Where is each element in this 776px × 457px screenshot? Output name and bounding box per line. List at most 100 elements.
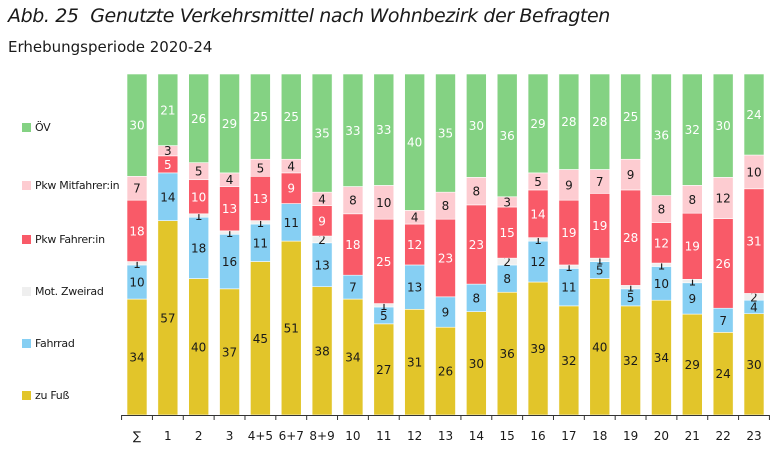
data-label: 31 (407, 356, 422, 370)
data-label: 4 (411, 211, 419, 225)
data-label: 8 (658, 203, 666, 217)
x-tick-label: 22 (716, 429, 731, 443)
data-label: 14 (160, 190, 175, 204)
data-label: 25 (253, 110, 268, 124)
data-label: 51 (284, 322, 299, 336)
data-label: 2 (750, 290, 758, 304)
data-label: 39 (530, 342, 545, 356)
x-tick-label: 13 (438, 429, 453, 443)
data-label: 12 (716, 192, 731, 206)
x-tick-label: 6+7 (279, 429, 304, 443)
data-label: 5 (534, 175, 542, 189)
data-label: 1 (658, 258, 666, 272)
data-label: 1 (195, 209, 203, 223)
bar-segment (681, 73, 703, 186)
data-label: 7 (349, 281, 357, 295)
chart-title: Abb. 25 Genutzte Verkehrsmittel nach Woh… (8, 5, 610, 27)
bar-segment (188, 73, 209, 163)
data-label: 26 (716, 257, 731, 271)
legend-swatch (22, 123, 31, 132)
data-label: 27 (376, 363, 391, 377)
data-label: 1 (257, 216, 265, 230)
data-label: 11 (561, 281, 576, 295)
data-label: 30 (129, 119, 144, 133)
data-label: 4 (318, 192, 326, 206)
data-label: 30 (716, 119, 731, 133)
data-label: 2 (503, 255, 511, 269)
data-label: 8 (473, 185, 481, 199)
bar-stack: 39 12 1 14 5 29 (527, 73, 549, 416)
bar-stack: 57 14 53 21 (157, 73, 179, 416)
data-label: 4 (750, 300, 758, 314)
data-label: 5 (164, 158, 172, 172)
legend-label: ÖV (35, 121, 51, 134)
data-label: 12 (530, 255, 545, 269)
x-tick-label: ∑ (133, 429, 141, 443)
data-label: 7 (133, 182, 141, 196)
data-label: 9 (442, 306, 450, 320)
x-tick-label: 2 (195, 429, 203, 443)
data-label: 5 (195, 165, 203, 179)
bar-segment (219, 73, 240, 174)
x-tick-label: 19 (623, 429, 638, 443)
data-label: 35 (314, 127, 329, 141)
bar-stack: 29 9 1 19 8 32 (681, 73, 703, 416)
data-label: 38 (314, 344, 329, 358)
data-label: 26 (438, 365, 453, 379)
data-label: 15 (500, 226, 515, 240)
data-label: 9 (318, 214, 326, 228)
data-label: 1 (627, 281, 635, 295)
data-label: 9 (565, 178, 573, 192)
data-label: 28 (623, 231, 638, 245)
bar-stack: 36 8 2 15 3 36 (496, 73, 518, 416)
data-label: 9 (287, 182, 295, 196)
bar-segment (589, 73, 611, 170)
data-label: 1 (688, 275, 696, 289)
data-label: 12 (407, 238, 422, 252)
x-tick-label: 10 (345, 429, 360, 443)
bar-segment (651, 73, 672, 196)
bar-stack: 30 8 23 8 30 (466, 73, 487, 416)
bar-stack: 34 10 1 18 7 30 (126, 73, 148, 416)
data-label: 32 (561, 354, 576, 368)
data-label: 9 (627, 168, 635, 182)
data-label: 35 (438, 127, 453, 141)
data-label: 29 (685, 358, 700, 372)
chart-subtitle: Erhebungsperiode 2020-24 (8, 38, 213, 56)
bar-segment (435, 73, 456, 193)
bar-segment (404, 73, 425, 211)
x-tick-label: 15 (500, 429, 515, 443)
data-label: 1 (380, 299, 388, 313)
data-label: 28 (592, 115, 607, 129)
data-label: 36 (654, 128, 669, 142)
bar-stack: 24 7 26 12 30 (712, 73, 734, 416)
data-label: 34 (129, 351, 144, 365)
data-label: 25 (284, 110, 299, 124)
legend-item-pkw-mitfahrer: Pkw Mitfahrer:in (22, 179, 120, 192)
data-label: 19 (561, 226, 576, 240)
data-label: 8 (473, 291, 481, 305)
legend-swatch (22, 339, 31, 348)
bar-segment (620, 73, 641, 160)
data-label: 24 (716, 367, 731, 381)
data-label: 9 (688, 292, 696, 306)
figure-title: Genutzte Verkehrsmittel nach Wohnbezirk … (90, 5, 610, 27)
figure-number: Abb. 25 (8, 5, 79, 27)
x-tick-label: 11 (376, 429, 391, 443)
data-label: 19 (685, 240, 700, 254)
x-tick-label: 21 (685, 429, 700, 443)
data-label: 13 (314, 258, 329, 272)
x-tick-label: 23 (746, 429, 761, 443)
bar-segment (496, 73, 518, 198)
legend-label: Pkw Fahrer:in (35, 233, 105, 246)
data-label: 2 (318, 233, 326, 247)
data-label: 8 (688, 193, 696, 207)
bar-segment (558, 73, 580, 170)
data-label: 24 (746, 108, 761, 122)
data-label: 8 (442, 199, 450, 213)
bar-segment (250, 73, 271, 160)
x-tick-label: 17 (561, 429, 576, 443)
data-label: 13 (407, 281, 422, 295)
